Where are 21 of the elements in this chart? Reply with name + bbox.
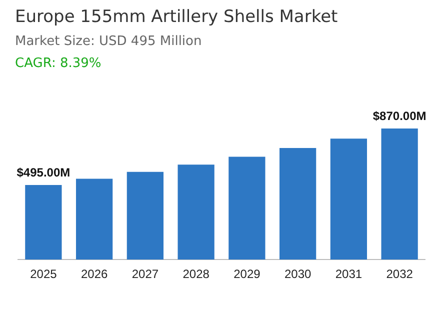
x-tick-label: 2029	[234, 267, 261, 282]
chart-title: Europe 155mm Artillery Shells Market	[15, 7, 338, 27]
text: CAGR: 8.39%	[15, 56, 102, 71]
x-tick-label: 2027	[132, 267, 159, 282]
data-label: $870.00M	[372, 108, 426, 123]
bar	[381, 128, 418, 260]
chart-subtitle: Market Size: USD 495 Million	[15, 34, 202, 49]
bar	[76, 178, 113, 260]
bar	[330, 138, 368, 260]
x-tick-label: 2028	[182, 267, 210, 282]
x-tick-label: 2026	[80, 267, 108, 282]
bar	[228, 156, 266, 260]
x-tick-label: 2032	[386, 267, 414, 282]
bar	[25, 185, 62, 260]
x-tick-label: 2031	[335, 267, 362, 282]
data-label: $495.00M	[16, 165, 70, 180]
bar	[178, 164, 214, 260]
x-tick-label: 2030	[284, 267, 312, 282]
x-tick-label: 2025	[30, 267, 58, 282]
bar	[126, 172, 164, 260]
bar	[280, 148, 316, 260]
